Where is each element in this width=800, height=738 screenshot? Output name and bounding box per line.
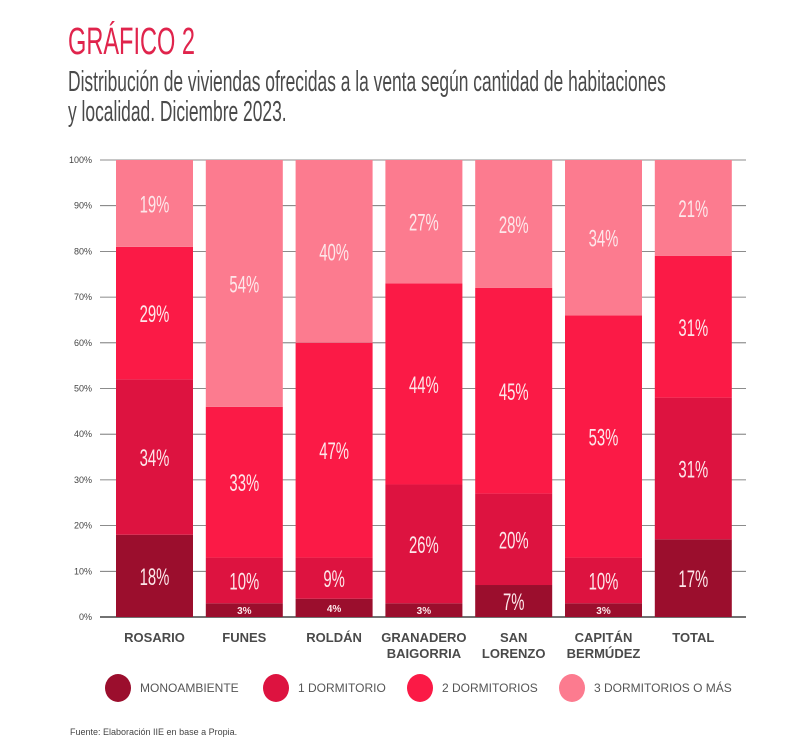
value-label: 34% bbox=[140, 446, 170, 472]
bar-segment bbox=[205, 557, 283, 604]
bar-segment bbox=[205, 406, 283, 558]
value-label: 47% bbox=[319, 439, 349, 465]
bar-segment bbox=[475, 493, 553, 586]
legend-swatch bbox=[105, 674, 131, 702]
bar-segment bbox=[205, 603, 283, 617]
value-label: 21% bbox=[678, 197, 708, 223]
bar-segment bbox=[295, 598, 373, 617]
value-label: 44% bbox=[409, 372, 439, 398]
y-tick-label: 50% bbox=[74, 384, 92, 394]
value-label: 7% bbox=[503, 590, 525, 616]
bar-segment bbox=[385, 603, 463, 617]
source-note: Fuente: Elaboración IIE en base a Propia… bbox=[70, 727, 238, 737]
bar-segment bbox=[565, 160, 642, 316]
legend-swatch bbox=[407, 674, 433, 702]
legend: MONOAMBIENTE 1 DORMITORIO 2 DORMITORIOS 3 D… bbox=[105, 674, 732, 702]
bar-segment bbox=[654, 255, 732, 398]
y-tick-label: 90% bbox=[74, 201, 92, 211]
value-label: 53% bbox=[589, 425, 619, 451]
value-label: 45% bbox=[499, 379, 529, 405]
x-category-label: ROLDÁN bbox=[306, 630, 362, 645]
x-category-label: BERMÚDEZ bbox=[567, 646, 641, 661]
bar-segment bbox=[295, 557, 373, 599]
x-category-label: TOTAL bbox=[672, 630, 714, 645]
value-label: 27% bbox=[409, 210, 439, 236]
bar-segment bbox=[565, 603, 642, 617]
bar-segment bbox=[385, 283, 463, 485]
bar-segment bbox=[654, 160, 732, 256]
bar-segment bbox=[295, 342, 373, 558]
bar-segment bbox=[475, 160, 553, 288]
legend-label: 3 DORMITORIOS O MÁS bbox=[594, 680, 732, 695]
bar-segment bbox=[116, 534, 193, 617]
y-tick-label: 10% bbox=[74, 566, 92, 576]
value-label: 34% bbox=[589, 226, 619, 252]
value-label: 3% bbox=[596, 606, 611, 617]
bar-segment bbox=[116, 246, 193, 380]
value-label: 10% bbox=[589, 569, 619, 595]
x-category-label: LORENZO bbox=[482, 646, 546, 661]
bar-segment bbox=[385, 484, 463, 604]
legend-label: 1 DORMITORIO bbox=[298, 681, 386, 695]
x-category-label: FUNES bbox=[222, 630, 266, 645]
bar-segment bbox=[116, 379, 193, 535]
bar-segment bbox=[475, 585, 553, 617]
value-label: 3% bbox=[417, 606, 432, 617]
legend-label: 2 DORMITORIOS bbox=[442, 681, 538, 695]
value-label: 20% bbox=[499, 528, 529, 554]
value-label: 18% bbox=[140, 564, 170, 590]
value-label: 29% bbox=[140, 302, 170, 328]
chart-subtitle: Distribución de viviendas ofrecidas a la… bbox=[68, 67, 666, 127]
x-category-label: BAIGORRIA bbox=[387, 646, 462, 661]
value-label: 10% bbox=[229, 569, 259, 595]
x-category-label: GRANADERO bbox=[381, 630, 466, 645]
y-tick-label: 70% bbox=[74, 292, 92, 302]
legend-swatch bbox=[559, 674, 585, 702]
y-tick-label: 100% bbox=[69, 155, 92, 165]
x-category-label: CAPITÁN bbox=[575, 630, 633, 645]
bar-segment bbox=[475, 287, 553, 494]
value-label: 54% bbox=[229, 272, 259, 298]
bar-segment bbox=[654, 397, 732, 540]
chart-subtitle-line-2: y localidad. Diciembre 2023. bbox=[68, 96, 287, 128]
bar-segment bbox=[295, 160, 373, 343]
value-label: 3% bbox=[237, 606, 252, 617]
bars bbox=[116, 160, 732, 617]
x-category-label: ROSARIO bbox=[124, 630, 185, 645]
chart-number-title: GRÁFICO 2 bbox=[68, 21, 195, 63]
bar-segment bbox=[385, 160, 463, 284]
value-label: 33% bbox=[229, 471, 259, 497]
value-label: 26% bbox=[409, 532, 439, 558]
y-tick-label: 30% bbox=[74, 475, 92, 485]
y-tick-label: 60% bbox=[74, 338, 92, 348]
bar-segment bbox=[654, 539, 732, 617]
y-tick-label: 80% bbox=[74, 246, 92, 256]
value-label: 19% bbox=[140, 192, 170, 218]
bar-segment bbox=[116, 160, 193, 247]
x-category-label: SAN bbox=[500, 630, 527, 645]
value-label: 40% bbox=[319, 240, 349, 266]
value-labels: 18% 34% 29% 19% 3% 10% 33% 54% 4% 9% 47% 40% 3% 26% 44… bbox=[140, 192, 709, 617]
value-label: 9% bbox=[323, 567, 345, 593]
bar-segment bbox=[565, 557, 642, 604]
chart-subtitle-line-1: Distribución de viviendas ofrecidas a la… bbox=[68, 66, 666, 98]
y-axis-tick-labels: 0% 10% 20% 30% 40% 50% 60% 70% 80% 90% 100% bbox=[69, 155, 92, 622]
value-label: 4% bbox=[327, 604, 342, 615]
bar-segment bbox=[205, 160, 283, 407]
y-tick-label: 40% bbox=[74, 429, 92, 439]
legend-swatch bbox=[263, 674, 289, 702]
value-label: 17% bbox=[678, 567, 708, 593]
y-tick-label: 20% bbox=[74, 521, 92, 531]
value-label: 31% bbox=[678, 457, 708, 483]
value-label: 31% bbox=[678, 315, 708, 341]
value-label: 28% bbox=[499, 213, 529, 239]
y-tick-label: 0% bbox=[79, 612, 92, 622]
legend-label: MONOAMBIENTE bbox=[140, 681, 239, 695]
bar-segment bbox=[565, 315, 642, 558]
